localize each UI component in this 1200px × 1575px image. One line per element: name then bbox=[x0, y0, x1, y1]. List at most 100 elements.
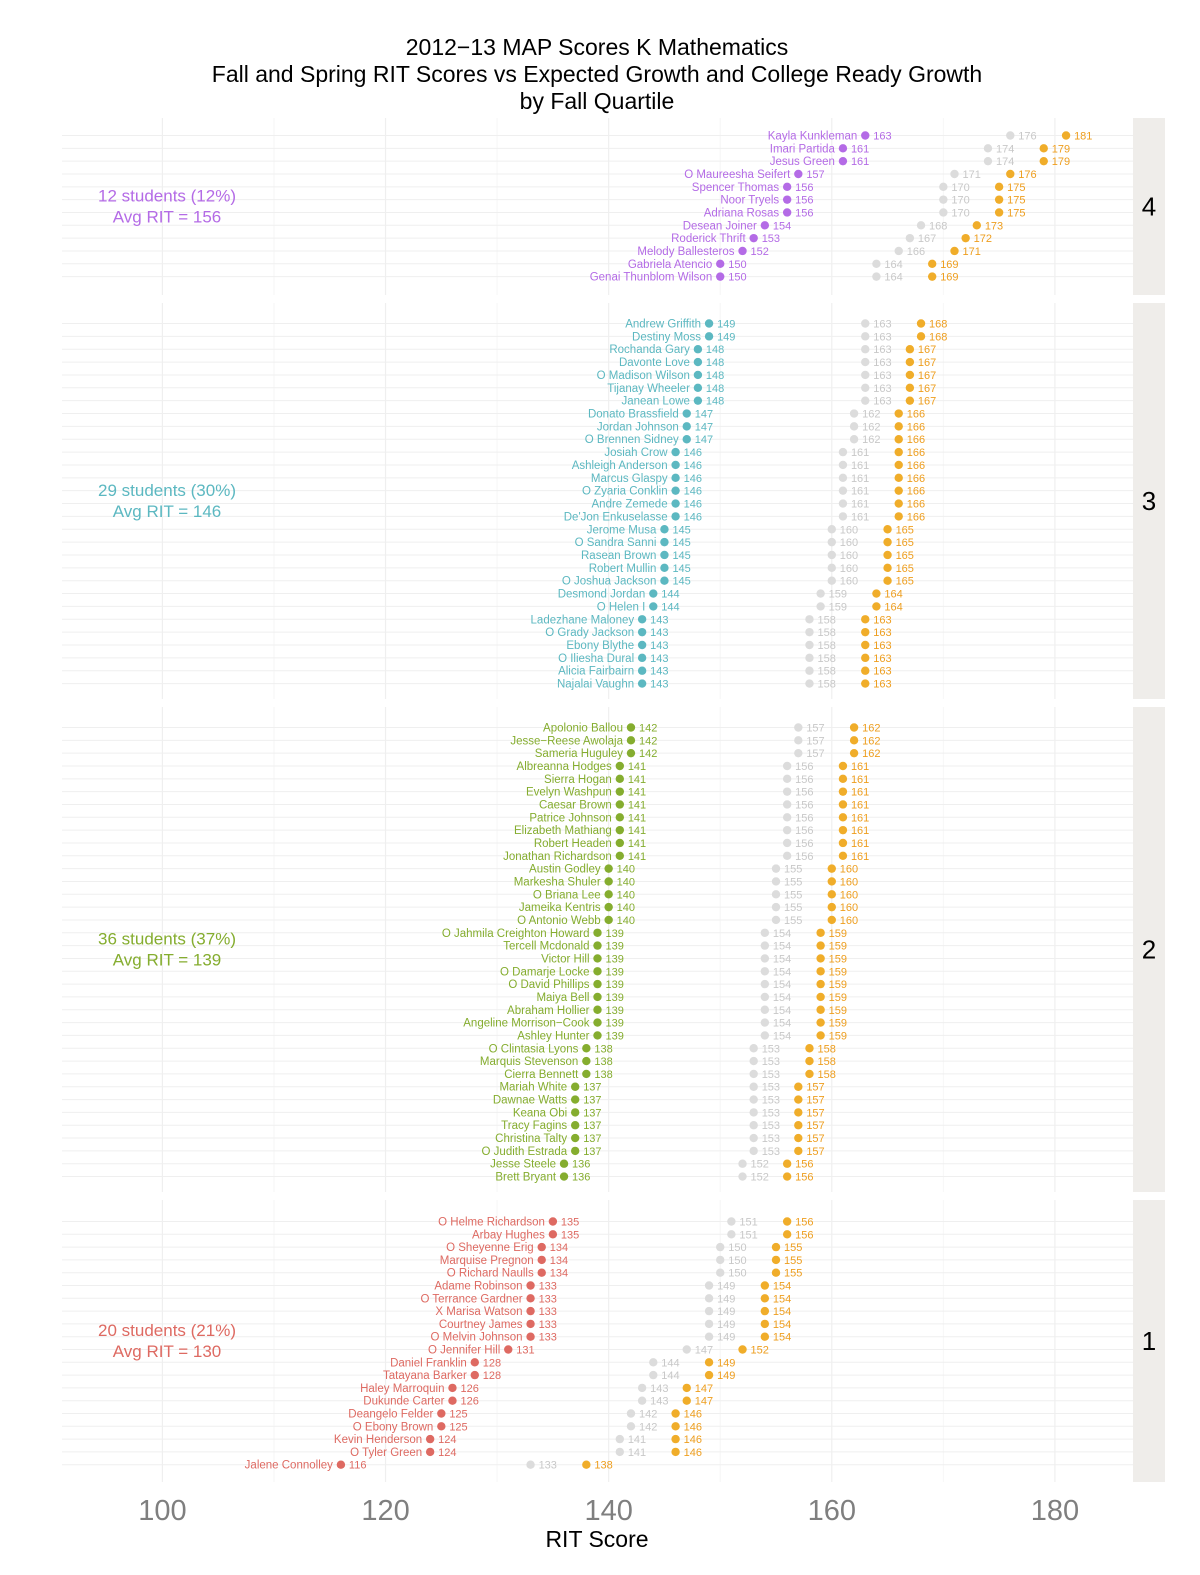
student-row: Daniel Franklin 128 144 149 bbox=[390, 1357, 735, 1369]
expected-growth-label: 143 bbox=[650, 1396, 668, 1408]
college-ready-point bbox=[905, 345, 915, 354]
college-ready-point bbox=[805, 1044, 814, 1053]
fall-score-point bbox=[637, 666, 647, 675]
college-ready-label: 160 bbox=[840, 915, 858, 927]
expected-growth-label: 162 bbox=[862, 421, 880, 433]
fall-score-label: 141 bbox=[628, 851, 646, 863]
college-ready-label: 165 bbox=[896, 537, 914, 549]
student-row: Noor Tryels 156 170 175 bbox=[720, 195, 1025, 207]
student-row: Tracy Fagins 137 153 157 bbox=[501, 1120, 825, 1132]
panel-gridlines bbox=[62, 303, 1133, 699]
expected-growth-point bbox=[704, 1294, 714, 1303]
expected-growth-label: 152 bbox=[751, 1159, 769, 1171]
student-row: O Jennifer Hill 131 147 152 bbox=[428, 1345, 769, 1357]
expected-growth-point bbox=[749, 1121, 758, 1130]
college-ready-label: 157 bbox=[806, 1107, 824, 1119]
expected-growth-label: 157 bbox=[806, 723, 824, 735]
college-ready-point bbox=[849, 736, 859, 745]
student-row: Victor Hill 139 154 159 bbox=[541, 953, 847, 965]
fall-score-point bbox=[548, 1217, 558, 1226]
student-row: Mariah White 137 153 157 bbox=[499, 1082, 824, 1094]
expected-growth-label: 170 bbox=[951, 207, 969, 219]
expected-growth-label: 160 bbox=[840, 550, 858, 562]
expected-growth-point bbox=[749, 1146, 758, 1156]
expected-growth-point bbox=[939, 182, 948, 192]
expected-growth-point bbox=[727, 1217, 736, 1226]
college-ready-point bbox=[838, 851, 848, 860]
college-ready-label: 158 bbox=[817, 1043, 835, 1055]
fall-score-label: 141 bbox=[628, 761, 646, 773]
panel-summary-average: Avg RIT = 139 bbox=[113, 951, 222, 970]
student-row: O Briana Lee 140 155 160 bbox=[533, 889, 858, 901]
expected-growth-point bbox=[805, 666, 814, 675]
college-ready-point bbox=[771, 1242, 781, 1252]
quartile-panels: Kayla Kunkleman 163 176 181 Imari Partida 161… bbox=[62, 118, 1165, 1482]
college-ready-point bbox=[760, 1281, 770, 1290]
expected-growth-point bbox=[637, 1383, 647, 1393]
fall-score-label: 140 bbox=[617, 902, 635, 914]
student-name-label: Sierra Hogan bbox=[544, 774, 612, 786]
expected-growth-point bbox=[782, 825, 792, 835]
student-row: Janean Lowe 148 163 167 bbox=[621, 396, 936, 408]
expected-growth-label: 149 bbox=[717, 1306, 735, 1318]
expected-growth-label: 149 bbox=[717, 1332, 735, 1344]
expected-growth-label: 153 bbox=[762, 1120, 780, 1132]
college-ready-label: 167 bbox=[918, 357, 936, 369]
expected-growth-point bbox=[760, 979, 770, 989]
fall-score-label: 139 bbox=[606, 966, 624, 978]
student-row: O Tyler Green 124 141 146 bbox=[350, 1447, 702, 1459]
fall-score-label: 139 bbox=[606, 941, 624, 953]
fall-score-point bbox=[637, 653, 647, 663]
student-name-label: O Melvin Johnson bbox=[431, 1332, 523, 1344]
fall-score-label: 141 bbox=[628, 812, 646, 824]
expected-growth-label: 161 bbox=[851, 511, 869, 523]
expected-growth-point bbox=[771, 915, 781, 925]
student-row: O Zyaria Conklin 146 161 166 bbox=[582, 486, 925, 498]
student-name-label: Genai Thunblom Wilson bbox=[590, 272, 713, 284]
expected-growth-label: 154 bbox=[773, 1018, 791, 1030]
college-ready-label: 163 bbox=[873, 627, 891, 639]
expected-growth-point bbox=[838, 473, 848, 483]
student-name-label: O Helen I bbox=[597, 601, 646, 613]
fall-score-label: 163 bbox=[873, 131, 891, 143]
student-name-label: Daniel Franklin bbox=[390, 1357, 467, 1369]
fall-score-label: 139 bbox=[606, 979, 624, 991]
fall-score-label: 134 bbox=[550, 1268, 568, 1280]
expected-growth-point bbox=[626, 1409, 636, 1418]
student-row: Jesus Green 161 174 179 bbox=[770, 156, 1070, 168]
student-row: Marcus Glaspy 146 161 166 bbox=[591, 473, 925, 485]
expected-growth-label: 161 bbox=[851, 460, 869, 472]
student-name-label: O Helme Richardson bbox=[438, 1217, 545, 1229]
fall-score-point bbox=[704, 319, 714, 328]
expected-growth-point bbox=[716, 1242, 725, 1252]
student-row: O Grady Jackson 143 158 163 bbox=[545, 627, 891, 639]
student-name-label: O Jahmila Creighton Howard bbox=[442, 928, 590, 940]
expected-growth-label: 170 bbox=[951, 195, 969, 207]
fall-score-point bbox=[537, 1242, 546, 1252]
student-row: De'Jon Enkuselasse 146 161 166 bbox=[564, 511, 925, 523]
fall-score-label: 142 bbox=[639, 735, 657, 747]
fall-score-point bbox=[682, 435, 691, 444]
fall-score-label: 126 bbox=[460, 1383, 478, 1395]
college-ready-label: 166 bbox=[907, 486, 925, 498]
expected-growth-label: 164 bbox=[884, 272, 902, 284]
student-row: Adriana Rosas 156 170 175 bbox=[704, 207, 1026, 219]
student-row: Cierra Bennett 138 153 158 bbox=[504, 1069, 836, 1081]
expected-growth-label: 157 bbox=[806, 735, 824, 747]
student-name-label: Sameria Huguley bbox=[535, 748, 623, 760]
fall-score-label: 150 bbox=[728, 259, 746, 271]
student-name-label: Patrice Johnson bbox=[529, 812, 611, 824]
expected-growth-point bbox=[649, 1370, 658, 1380]
student-name-label: Adriana Rosas bbox=[704, 207, 780, 219]
college-ready-label: 154 bbox=[773, 1306, 791, 1318]
fall-score-point bbox=[615, 825, 625, 835]
expected-growth-point bbox=[794, 748, 803, 758]
college-ready-label: 166 bbox=[907, 421, 925, 433]
college-ready-point bbox=[760, 1306, 770, 1316]
expected-growth-point bbox=[861, 319, 870, 328]
expected-growth-label: 157 bbox=[806, 748, 824, 760]
student-name-label: Elizabeth Mathiang bbox=[514, 825, 612, 837]
college-ready-label: 165 bbox=[896, 550, 914, 562]
student-row: X Marisa Watson 133 149 154 bbox=[435, 1306, 791, 1318]
fall-score-point bbox=[604, 902, 613, 912]
